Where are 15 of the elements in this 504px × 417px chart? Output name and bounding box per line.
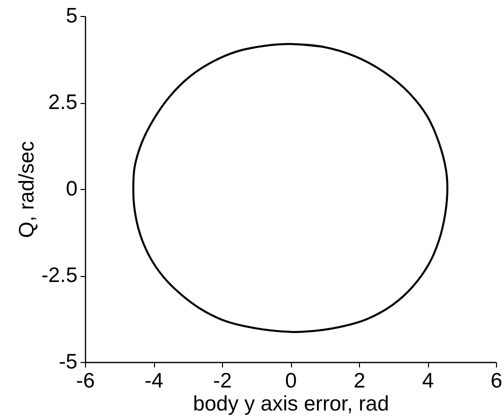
x-axis-title: body y axis error, rad [192,392,390,416]
x-tick-label: 2 [354,370,366,392]
x-tick-label: -2 [213,370,232,392]
y-axis-title: Q, rad/sec [15,141,38,238]
line-series [132,43,448,333]
x-tick-label: -6 [76,370,95,392]
x-tick-label: 4 [422,370,434,392]
y-tick-label: -5 [58,350,78,374]
y-tick-label: 2.5 [48,91,78,114]
x-tick-label: 6 [490,370,502,392]
x-tick-label: -4 [144,370,164,392]
x-tick-label: 0 [285,370,297,392]
y-tick-label: 0 [66,178,78,200]
y-tick-label: -2.5 [41,264,78,287]
y-tick-label: 5 [66,4,78,28]
